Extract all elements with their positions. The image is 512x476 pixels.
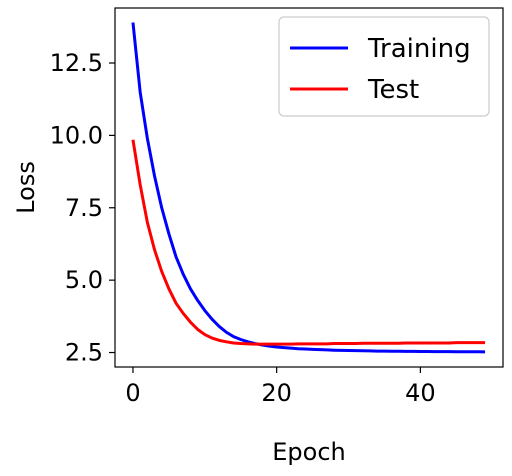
y-tick-label: 12.5	[50, 49, 103, 77]
axes-layer: 0 20 40 2.5 5.0 7.5 10.0 12.5	[50, 7, 504, 407]
legend-label-training: Training	[367, 34, 471, 64]
x-tick-label: 40	[405, 379, 436, 407]
y-tick-label: 10.0	[50, 121, 103, 149]
x-axis-label: Epoch	[272, 438, 346, 466]
x-tick-label: 20	[261, 379, 292, 407]
series-line-training	[131, 22, 486, 354]
y-axis-label: Loss	[12, 161, 40, 214]
legend-label-test: Test	[367, 75, 419, 105]
series-layer	[131, 22, 486, 354]
y-tick-label: 5.0	[65, 266, 103, 294]
x-tick-label: 0	[125, 379, 140, 407]
plot-frame	[114, 7, 504, 368]
legend: Training Test	[278, 16, 490, 117]
legend-box	[278, 16, 490, 117]
y-tick-label: 2.5	[65, 339, 103, 367]
y-tick-label: 7.5	[65, 194, 103, 222]
series-line-test	[131, 139, 486, 346]
